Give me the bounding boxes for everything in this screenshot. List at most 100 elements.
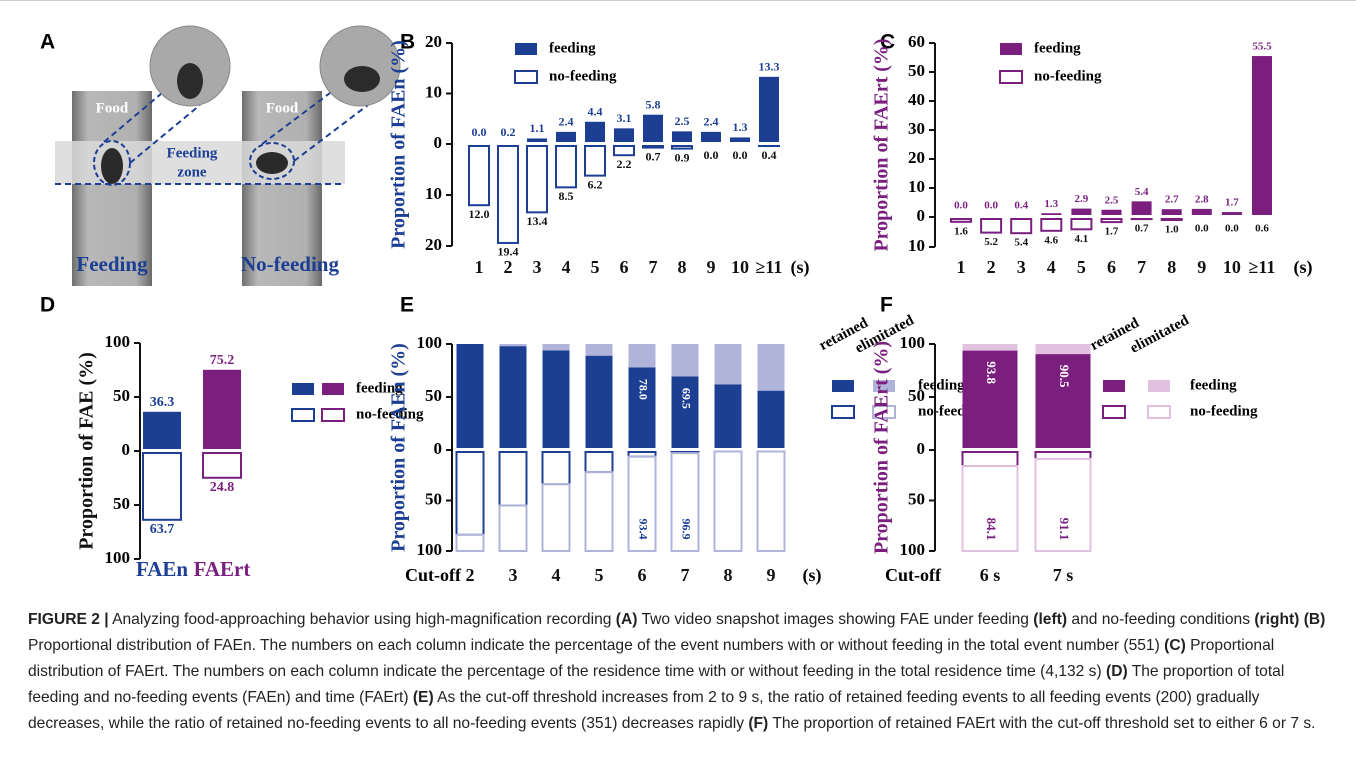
legend-swatch (1103, 380, 1125, 392)
legend-swatch (292, 409, 314, 421)
bar (203, 370, 241, 449)
bar (527, 146, 547, 212)
chart: CProportion of FAErt (%)0102030405060101… (871, 31, 1313, 279)
figure-panels: A Food Food Feeding zone Feeding No-feed… (0, 1, 1356, 601)
y-tick-label: 50 (908, 386, 925, 405)
bar (758, 391, 785, 448)
bar (500, 452, 527, 506)
value-label: 5.8 (646, 97, 661, 111)
y-tick-label: 100 (105, 548, 131, 567)
value-label: 1.7 (1105, 226, 1119, 238)
panel-letter: A (40, 31, 55, 54)
y-tick-label: 10 (908, 236, 925, 255)
food-label: Food (266, 100, 299, 116)
x-tick-label: 10 (1223, 257, 1241, 277)
value-label: 19.4 (498, 245, 519, 259)
bar (963, 452, 1018, 466)
bar (543, 344, 570, 350)
value-label: 69.5 (679, 388, 693, 409)
bar (543, 350, 570, 448)
caption: FIGURE 2 | Analyzing food-approaching be… (28, 607, 1328, 737)
value-label: 93.8 (984, 361, 999, 384)
value-label: 24.8 (210, 480, 235, 495)
x-tick-label: 7 s (1053, 565, 1074, 585)
value-label: 36.3 (150, 395, 175, 410)
value-label: 0.6 (1255, 223, 1269, 235)
value-label: 84.1 (984, 518, 999, 541)
value-label: 0.4 (762, 148, 777, 162)
fly-zoom (177, 63, 203, 99)
value-label: 1.3 (1044, 198, 1058, 210)
legend-swatch (832, 380, 854, 392)
y-axis-label: Proportion of FAE (%) (76, 352, 98, 550)
x-tick-label: 5 (591, 257, 600, 277)
caption-text: (B) (1304, 611, 1326, 628)
value-label: 0.4 (1014, 200, 1028, 212)
bar (556, 132, 576, 142)
value-label: 0.0 (472, 125, 487, 139)
x-tick-label: 6 s (980, 565, 1001, 585)
y-tick-label: 0 (122, 440, 131, 459)
y-tick-label: 100 (417, 540, 443, 559)
legend-swatch (832, 406, 854, 418)
value-label: 4.6 (1044, 234, 1058, 246)
value-label: 1.6 (954, 225, 968, 237)
caption-text: (left) (1033, 611, 1067, 628)
caption-text: (E) (413, 689, 434, 706)
fly (256, 152, 288, 174)
y-tick-label: 50 (113, 494, 130, 513)
y-tick-label: 10 (425, 82, 442, 101)
y-tick-label: 100 (900, 333, 926, 352)
y-tick-label: 0 (917, 206, 926, 225)
x-tick-label: 2 (504, 257, 513, 277)
bar (143, 453, 181, 520)
x-tick-label: 6 (1107, 257, 1116, 277)
legend-header: elimitated (1128, 312, 1193, 357)
x-tick-label: FAErt (194, 557, 251, 581)
legend-label: feeding (1190, 377, 1237, 393)
caption-text: (right) (1254, 611, 1299, 628)
image-label: No-feeding (241, 252, 339, 276)
value-label: 0.7 (1135, 223, 1149, 235)
value-label: 13.4 (527, 214, 548, 228)
chart: EProportion of FAEn (%)05010050100234567… (388, 294, 986, 587)
bar (203, 453, 241, 478)
bar (1041, 219, 1061, 231)
legend-swatch (1148, 380, 1170, 392)
bar (730, 137, 750, 142)
x-tick-label: 2 (466, 565, 475, 585)
value-label: 4.4 (588, 105, 603, 119)
x-tick-label: 4 (562, 257, 571, 277)
bar (585, 122, 605, 142)
x-tick-label: ≥11 (1249, 257, 1276, 277)
x-unit: (s) (803, 565, 822, 586)
x-tick-label: 5 (1077, 257, 1086, 277)
bar (701, 132, 721, 142)
bar (672, 131, 692, 142)
y-tick-label: 50 (425, 489, 442, 508)
y-tick-label: 0 (917, 439, 926, 458)
caption-text: (D) (1106, 663, 1128, 680)
fly-zoom (344, 66, 380, 92)
bar (586, 452, 613, 472)
value-label: 0.0 (954, 200, 968, 212)
value-label: 2.5 (1105, 194, 1119, 206)
y-tick-label: 0 (434, 439, 443, 458)
figure: A Food Food Feeding zone Feeding No-feed… (0, 0, 1356, 777)
bar (556, 146, 576, 187)
x-tick-label: 1 (475, 257, 484, 277)
x-tick-label: 8 (1167, 257, 1176, 277)
bar (981, 219, 1001, 233)
x-axis-label: Cut-off (405, 565, 462, 585)
caption-text: Analyzing food-approaching behavior usin… (109, 611, 616, 628)
x-tick-label: 7 (1137, 257, 1146, 277)
legend-label: no-feeding (1034, 68, 1102, 84)
value-label: 2.4 (559, 115, 574, 129)
bar (1071, 209, 1091, 215)
y-tick-label: 100 (105, 332, 131, 351)
x-unit: (s) (1294, 257, 1313, 278)
legend-label: feeding (918, 377, 965, 393)
bar (586, 344, 613, 356)
value-label: 1.7 (1225, 197, 1239, 209)
x-tick-label: 3 (509, 565, 518, 585)
